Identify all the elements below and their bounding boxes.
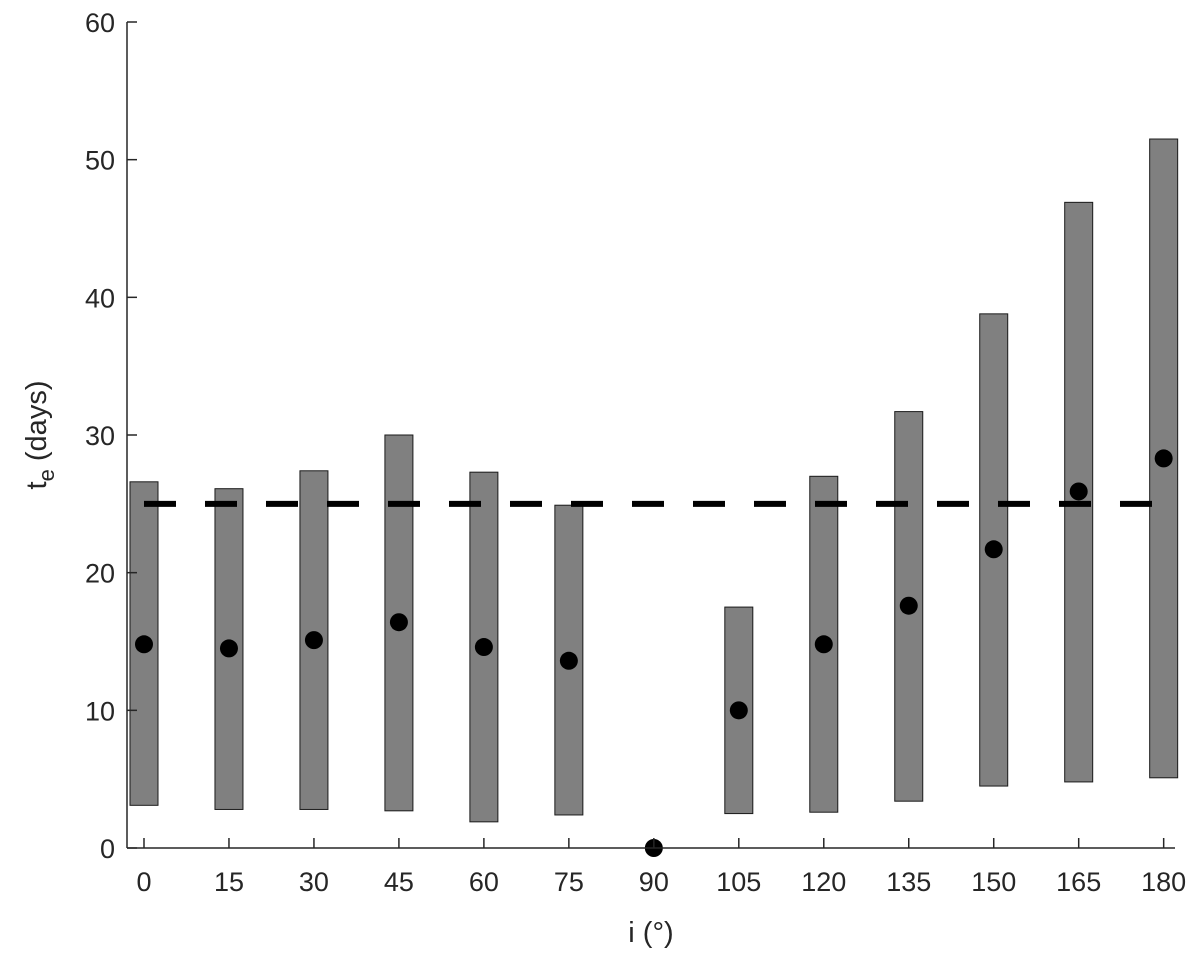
y-tick-label: 60 bbox=[85, 8, 115, 38]
y-tick-label: 0 bbox=[100, 834, 115, 864]
mean-point-45 bbox=[389, 613, 408, 632]
x-tick-label: 60 bbox=[469, 867, 499, 897]
mean-point-15 bbox=[219, 639, 238, 658]
x-tick-label: 75 bbox=[554, 867, 584, 897]
mean-points bbox=[134, 449, 1173, 857]
x-tick-label: 120 bbox=[801, 867, 846, 897]
mean-point-135 bbox=[899, 596, 918, 615]
x-tick-label: 0 bbox=[136, 867, 151, 897]
y-tick-label: 50 bbox=[85, 146, 115, 176]
mean-point-30 bbox=[304, 631, 323, 650]
mean-point-165 bbox=[1069, 482, 1088, 501]
range-bar-120 bbox=[809, 475, 839, 813]
x-tick-label: 90 bbox=[639, 867, 669, 897]
mean-point-105 bbox=[729, 701, 748, 720]
y-tick-label: 40 bbox=[85, 283, 115, 313]
y-ticks: 0 10 20 30 40 50 60 bbox=[85, 8, 137, 864]
x-tick-label: 150 bbox=[971, 867, 1016, 897]
y-axis-label: te (days) bbox=[21, 381, 59, 490]
mean-point-60 bbox=[474, 638, 493, 657]
range-bars bbox=[129, 138, 1179, 823]
x-tick-label: 45 bbox=[384, 867, 414, 897]
y-axis-label-suffix: (days) bbox=[21, 381, 53, 470]
mean-point-120 bbox=[814, 635, 833, 654]
x-axis-label: i (°) bbox=[628, 917, 673, 949]
mean-point-150 bbox=[984, 540, 1003, 559]
mean-point-75 bbox=[559, 651, 578, 670]
x-ticks: 0 15 30 45 60 75 90 105 120 135 150 165 180 bbox=[136, 838, 1186, 897]
y-axis-label-main: t bbox=[21, 481, 53, 489]
x-tick-label: 165 bbox=[1056, 867, 1101, 897]
y-tick-label: 20 bbox=[85, 559, 115, 589]
x-tick-label: 180 bbox=[1141, 867, 1186, 897]
mean-point-180 bbox=[1154, 449, 1173, 468]
y-tick-label: 30 bbox=[85, 421, 115, 451]
mean-point-0 bbox=[134, 635, 153, 654]
x-tick-label: 105 bbox=[716, 867, 761, 897]
y-tick-label: 10 bbox=[85, 696, 115, 726]
x-tick-label: 15 bbox=[214, 867, 244, 897]
x-tick-label: 30 bbox=[299, 867, 329, 897]
x-tick-label: 135 bbox=[886, 867, 931, 897]
y-axis-label-subscript: e bbox=[34, 469, 59, 481]
